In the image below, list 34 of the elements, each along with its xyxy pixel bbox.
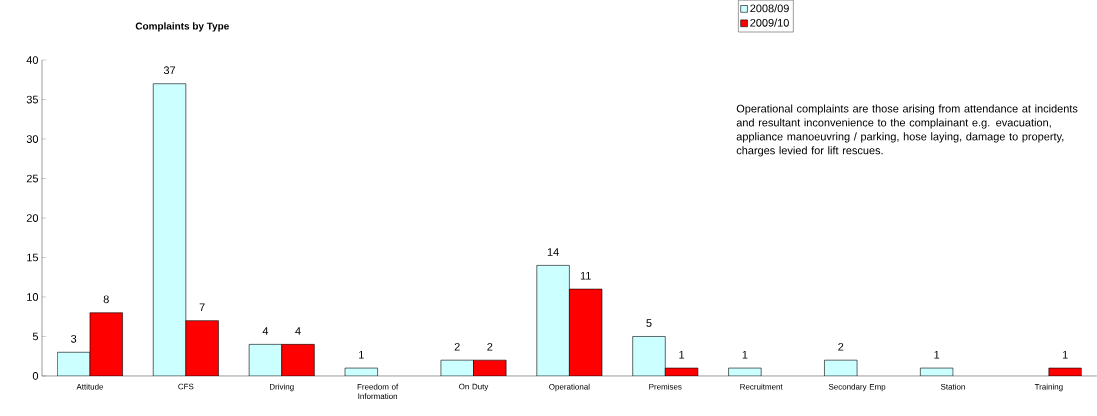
- data-label: 2: [454, 342, 460, 351]
- y-tick-label: 35: [26, 95, 39, 104]
- chart-title: Complaints by Type: [135, 22, 229, 32]
- data-label: 2: [838, 342, 844, 351]
- data-label: 1: [679, 350, 685, 359]
- y-tick-label: 20: [26, 214, 39, 222]
- data-label: 1: [742, 350, 748, 359]
- legend-label: 2008/09: [750, 4, 789, 13]
- y-tick-label: 40: [26, 56, 39, 64]
- bar: [89, 312, 123, 376]
- data-label: 3: [71, 334, 77, 343]
- data-label: 7: [199, 303, 205, 312]
- bar: [281, 344, 315, 376]
- annotation: Operational complaints are those arising from attendance at incidents and resultant inconvenience to the complainant e.g. evacuation, appliance manoeuvring / parking, hose laying, damage to property, charges levied for lift rescues.: [736, 104, 1078, 157]
- data-label: 4: [295, 327, 301, 335]
- data-label: 1: [359, 350, 364, 359]
- data-label: 37: [163, 66, 176, 75]
- data-label: 5: [646, 319, 652, 327]
- y-tick-label: 30: [26, 135, 39, 143]
- bar: [185, 320, 219, 376]
- data-label: 14: [547, 248, 559, 256]
- data-label: 11: [580, 271, 591, 280]
- y-tick-label: 15: [27, 253, 39, 262]
- data-label: 1: [934, 350, 940, 359]
- y-tick-label: 10: [27, 293, 39, 301]
- y-tick-label: 5: [32, 332, 39, 341]
- data-label: 4: [262, 327, 269, 335]
- legend-label: 2009/10: [750, 18, 789, 27]
- y-tick-label: 0: [32, 372, 39, 380]
- data-label: 8: [103, 295, 109, 304]
- y-tick-label: 25: [26, 174, 39, 183]
- data-label: 2: [487, 342, 493, 351]
- data-label: 1: [1062, 350, 1068, 359]
- bar: [569, 289, 602, 376]
